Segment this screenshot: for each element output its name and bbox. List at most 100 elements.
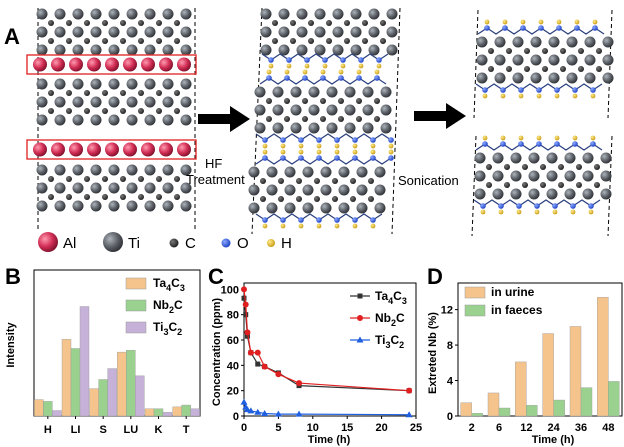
c-legend-label: Nb2​C: [375, 311, 405, 328]
ti-atom: [54, 44, 66, 56]
c-atom: [120, 90, 126, 96]
ti-atom: [476, 54, 488, 66]
c-point: [296, 380, 303, 387]
c-y-tick-label: 20: [227, 386, 239, 398]
ti-atom: [144, 96, 156, 108]
c-atom: [102, 38, 108, 44]
c-atom: [356, 98, 362, 104]
ti-atom: [162, 200, 174, 212]
c-legend-marker: [357, 315, 363, 321]
d-legend-label: in urine: [491, 285, 535, 299]
ti-atom: [90, 96, 102, 108]
c-atom: [174, 194, 180, 200]
o-atom: [590, 87, 596, 93]
c-point: [405, 411, 413, 418]
ti-atom: [368, 26, 380, 38]
ti-atom: [510, 188, 522, 200]
ti-atom: [162, 114, 174, 126]
c-atom: [356, 116, 362, 122]
h-atom: [358, 63, 364, 69]
ti-atom: [266, 166, 278, 178]
o-atom: [262, 217, 268, 223]
c-atom: [48, 108, 54, 114]
b-legend-swatch: [125, 277, 147, 290]
ti-atom: [90, 182, 102, 194]
d-legend-swatch: [464, 286, 486, 299]
d-x-tick-label: 12: [520, 422, 532, 434]
al-atom: [141, 57, 155, 72]
c-atom: [560, 66, 566, 72]
c-atom: [332, 178, 338, 184]
ti-atom: [272, 86, 284, 98]
ti-atom: [548, 36, 560, 48]
ti-atom: [90, 200, 102, 212]
b-bar: [52, 410, 62, 417]
ti-atom: [528, 170, 540, 182]
ti-atom: [72, 26, 84, 38]
d-xlabel: Time (h): [532, 434, 575, 446]
ti-atom: [144, 200, 156, 212]
ti-atom: [108, 96, 120, 108]
c-atom: [102, 20, 108, 26]
ti-atom: [180, 182, 192, 194]
ti-atom: [36, 164, 48, 176]
b-legend-swatch: [125, 299, 147, 312]
ti-atom: [308, 86, 320, 98]
ti-atom: [368, 8, 380, 20]
ti-atom: [54, 182, 66, 194]
ti-atom: [308, 122, 320, 134]
ti-atom: [72, 200, 84, 212]
c-atom: [302, 98, 308, 104]
c-atom: [174, 38, 180, 44]
h-atom: [268, 63, 274, 69]
ti-atom: [162, 164, 174, 176]
al-atom: [159, 142, 173, 157]
d-y-tick-label: 0: [447, 411, 453, 423]
ti-atom: [36, 8, 48, 20]
ti-atom: [338, 184, 350, 196]
b-bar: [181, 404, 191, 417]
c-atom: [66, 20, 72, 26]
c-atom: [524, 66, 530, 72]
ti-atom: [338, 166, 350, 178]
ti-atom: [582, 152, 594, 164]
c-atom: [102, 90, 108, 96]
h-atom: [316, 143, 322, 149]
h-atom: [370, 143, 376, 149]
c-point: [241, 295, 247, 301]
o-atom: [500, 87, 506, 93]
o-atom: [280, 217, 286, 223]
c-atom: [362, 20, 368, 26]
o-atom: [498, 203, 504, 209]
h-atom: [374, 69, 380, 75]
ti-atom: [344, 86, 356, 98]
c-x-tick-label: 5: [275, 422, 281, 434]
c-atom: [272, 20, 278, 26]
o-atom: [280, 137, 286, 143]
hf-arrow: [198, 106, 250, 132]
h-atom: [302, 69, 308, 75]
o-atom: [334, 217, 340, 223]
ti-atom: [380, 104, 392, 116]
h-atom: [502, 19, 508, 25]
ti-atom: [180, 164, 192, 176]
ti-atom: [326, 86, 338, 98]
c-atom: [102, 194, 108, 200]
ti-atom: [320, 166, 332, 178]
ti-atom: [602, 72, 614, 84]
b-bar: [126, 350, 136, 417]
ti-atom: [90, 26, 102, 38]
c-atom: [374, 116, 380, 122]
ti-atom: [162, 44, 174, 56]
d-y-tick-label: 4: [447, 376, 454, 388]
c-atom: [302, 116, 308, 122]
h-atom: [388, 143, 394, 149]
c-atom: [344, 38, 350, 44]
h-atom: [280, 143, 286, 149]
ti-atom: [254, 104, 266, 116]
h-atom: [536, 135, 542, 141]
ti-atom: [278, 44, 290, 56]
o-atom: [358, 57, 364, 63]
ti-atom: [54, 78, 66, 90]
h-atom: [298, 223, 304, 229]
